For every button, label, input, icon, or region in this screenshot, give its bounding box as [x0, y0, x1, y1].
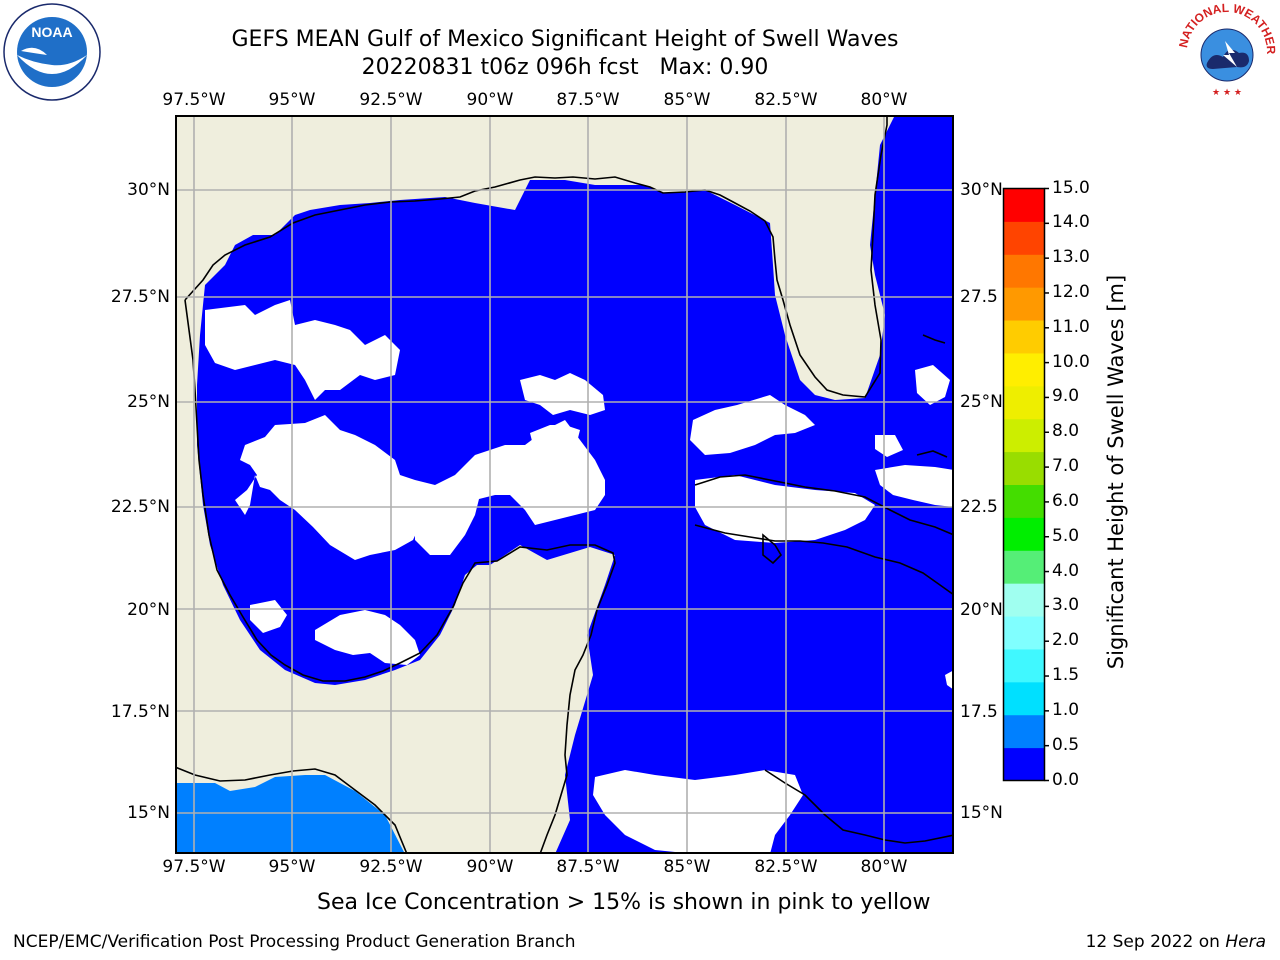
- lon-label-bottom: 97.5°W: [162, 857, 226, 877]
- lon-label-top: 87.5°W: [556, 90, 620, 110]
- map-frame: [175, 115, 954, 854]
- svg-text:NOAA: NOAA: [31, 24, 72, 40]
- colorbar-tick-label: 4.0: [1052, 560, 1080, 581]
- chart-title: GEFS MEAN Gulf of Mexico Significant Hei…: [231, 27, 899, 52]
- footer-date: 12 Sep 2022 on Hera: [1085, 932, 1266, 952]
- lon-label-bottom: 90°W: [466, 857, 514, 877]
- ice-note: Sea Ice Concentration > 15% is shown in …: [317, 890, 931, 915]
- colorbar-tick-label: 3.0: [1052, 595, 1080, 616]
- colorbar-band: [1003, 418, 1045, 453]
- colorbar-band: [1003, 583, 1045, 617]
- lat-label-right: 15°N: [960, 803, 1003, 823]
- colorbar-tick-label: 11.0: [1052, 316, 1090, 337]
- lat-label-right: 30°N: [960, 180, 1003, 200]
- colorbar-band: [1003, 188, 1045, 222]
- colorbar-band: [1003, 221, 1045, 255]
- colorbar-tick-label: 7.0: [1052, 456, 1080, 477]
- colorbar-band: [1003, 648, 1045, 683]
- colorbar-band: [1003, 747, 1045, 781]
- lon-label-bottom: 82.5°W: [754, 857, 818, 877]
- lat-label-right: 22.5: [960, 497, 998, 517]
- lat-label-left: 17.5°N: [110, 702, 170, 722]
- lon-label-top: 97.5°W: [162, 90, 226, 110]
- colorbar-band: [1003, 352, 1045, 387]
- colorbar-tick-label: 13.0: [1052, 247, 1090, 268]
- coastlines: [175, 115, 954, 854]
- colorbar-band: [1003, 254, 1045, 288]
- lat-label-right: 25°N: [960, 392, 1003, 412]
- colorbar-tick-label: 0.5: [1052, 734, 1080, 755]
- colorbar-band: [1003, 385, 1045, 420]
- colorbar-tick-label: 12.0: [1052, 281, 1090, 302]
- footer-branch: NCEP/EMC/Verification Post Processing Pr…: [13, 932, 576, 952]
- lat-label-left: 22.5°N: [110, 497, 170, 517]
- lon-label-bottom: 80°W: [860, 857, 908, 877]
- gulf-of-mexico-map: [175, 115, 954, 854]
- colorbar-tick-label: 0.0: [1052, 769, 1080, 790]
- lat-label-left: 27.5°N: [110, 287, 170, 307]
- colorbar-tick-label: 1.0: [1052, 699, 1080, 720]
- colorbar-tick-label: 5.0: [1052, 525, 1080, 546]
- lon-label-bottom: 85°W: [663, 857, 711, 877]
- colorbar-band: [1003, 320, 1045, 354]
- colorbar-tick-label: 10.0: [1052, 351, 1090, 372]
- lat-label-left: 15°N: [127, 803, 170, 823]
- swell-field-pacific: [175, 775, 405, 854]
- lon-label-top: 92.5°W: [359, 90, 423, 110]
- lon-label-bottom: 95°W: [268, 857, 316, 877]
- lon-label-top: 82.5°W: [754, 90, 818, 110]
- colorbar-band: [1003, 287, 1045, 321]
- colorbar-band: [1003, 484, 1045, 518]
- lon-label-bottom: 87.5°W: [556, 857, 620, 877]
- lat-label-right: 20°N: [960, 600, 1003, 620]
- colorbar-band: [1003, 517, 1045, 551]
- colorbar-tick-label: 14.0: [1052, 212, 1090, 233]
- lat-label-left: 20°N: [127, 600, 170, 620]
- colorbar-label: Significant Height of Swell Waves [m]: [1104, 274, 1128, 670]
- lon-label-top: 80°W: [860, 90, 908, 110]
- nws-logo: NATIONAL WEATHER SERVICE ★ ★ ★: [1177, 3, 1277, 99]
- colorbar-tick-label: 1.5: [1052, 665, 1080, 686]
- colorbar-band: [1003, 681, 1045, 716]
- lon-label-top: 95°W: [268, 90, 316, 110]
- lat-label-right: 27.5: [960, 287, 998, 307]
- colorbar: [1002, 187, 1049, 782]
- lat-label-left: 25°N: [127, 392, 170, 412]
- lat-label-left: 30°N: [127, 180, 170, 200]
- colorbar-tick-label: 8.0: [1052, 421, 1080, 442]
- lat-label-right: 17.5: [960, 702, 998, 722]
- colorbar-tick-label: 2.0: [1052, 630, 1080, 651]
- chart-subtitle: 20220831 t06z 096h fcst Max: 0.90: [361, 55, 769, 80]
- colorbar-tick-label: 15.0: [1052, 177, 1090, 198]
- colorbar-tick-label: 9.0: [1052, 386, 1080, 407]
- lon-label-bottom: 92.5°W: [359, 857, 423, 877]
- colorbar-band: [1003, 714, 1045, 749]
- graticule: [175, 115, 954, 854]
- svg-text:★ ★ ★: ★ ★ ★: [1212, 88, 1242, 98]
- lon-label-top: 85°W: [663, 90, 711, 110]
- colorbar-band: [1003, 550, 1045, 584]
- noaa-logo: NOAA: [3, 3, 101, 101]
- lon-label-top: 90°W: [466, 90, 514, 110]
- colorbar-tick-label: 6.0: [1052, 490, 1080, 511]
- colorbar-band: [1003, 451, 1045, 485]
- colorbar-band: [1003, 616, 1045, 650]
